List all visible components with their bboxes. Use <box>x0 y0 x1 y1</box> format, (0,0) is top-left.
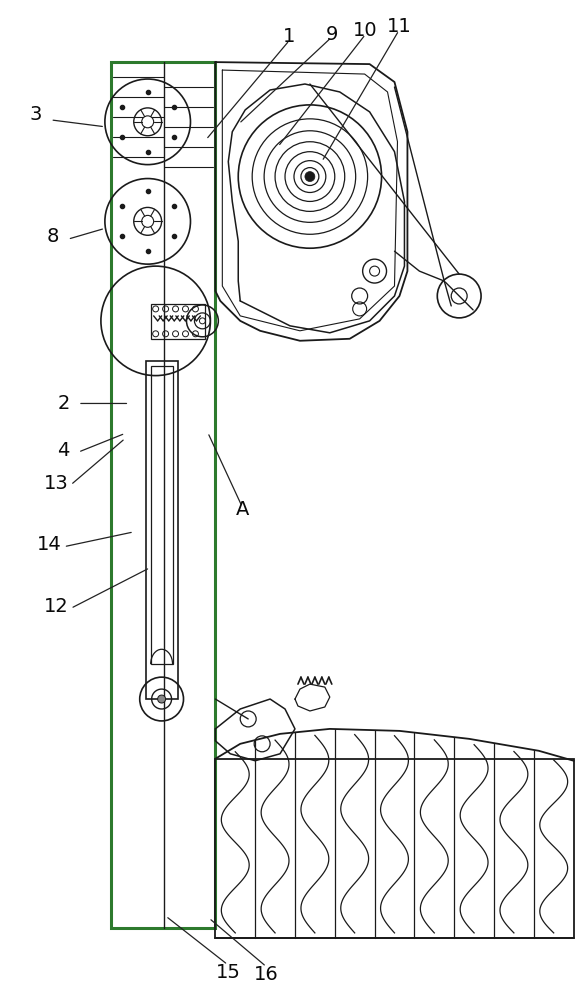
Text: 4: 4 <box>57 441 70 460</box>
Bar <box>146 361 178 699</box>
Text: 13: 13 <box>44 474 68 493</box>
Text: 2: 2 <box>57 394 70 413</box>
Bar <box>151 366 173 664</box>
Text: 8: 8 <box>47 227 60 246</box>
Circle shape <box>305 172 315 182</box>
Text: 1: 1 <box>283 27 296 46</box>
Text: 9: 9 <box>325 25 338 44</box>
Bar <box>111 62 215 928</box>
Text: 3: 3 <box>30 105 42 124</box>
Text: 11: 11 <box>387 17 411 36</box>
Bar <box>151 304 206 339</box>
Text: 14: 14 <box>37 535 61 554</box>
Circle shape <box>157 695 166 703</box>
Text: 12: 12 <box>44 597 68 616</box>
Text: 10: 10 <box>353 21 378 40</box>
Bar <box>215 759 574 938</box>
Circle shape <box>142 116 153 128</box>
Text: A: A <box>236 500 249 519</box>
Circle shape <box>142 215 153 227</box>
Text: 16: 16 <box>254 965 279 984</box>
Text: 15: 15 <box>215 963 240 982</box>
